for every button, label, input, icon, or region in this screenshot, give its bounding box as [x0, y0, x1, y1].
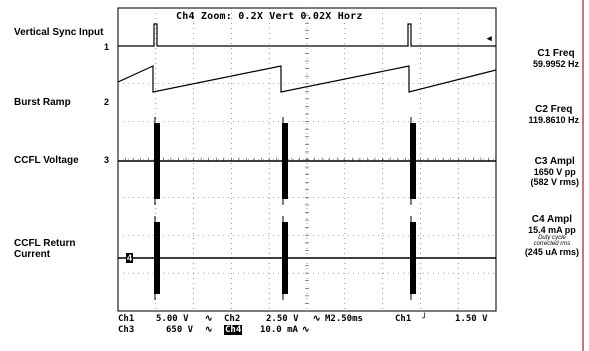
label-vertical-sync: Vertical Sync Input: [14, 27, 104, 38]
coupling-icon-1: ∿: [205, 314, 213, 324]
status-ch4-scale: 10.0 mA: [260, 325, 298, 335]
meas-c4-title: C4 Ampl: [531, 214, 572, 225]
meas-c3: C3 Ampl 1650 V pp (582 V rms): [530, 156, 579, 187]
meas-c4-note: Duty cycle corrected rms: [533, 235, 571, 247]
status-ch1-scale: 5.00 V: [156, 314, 189, 324]
waveform-traces: ◂: [117, 23, 497, 300]
graticule-grid: [117, 7, 496, 312]
coupling-icon-4: ∿: [302, 325, 310, 335]
meas-c3-value: 1650 V pp: [533, 167, 576, 177]
coupling-icon-3: ∿: [205, 325, 213, 335]
ch4-marker: 4: [126, 253, 134, 263]
status-ch3-scale: 650 V: [166, 325, 194, 335]
zoom-title: Ch4 Zoom: 0.2X Vert 0.02X Horz: [176, 11, 363, 22]
trace-ch4-current-burst: [282, 222, 288, 294]
trace-ch2-ramp: [117, 65, 497, 93]
trace-ch3-voltage-burst: [410, 123, 416, 199]
trace-ch3-voltage-burst: [154, 123, 160, 199]
coupling-icon-2: ∿: [313, 314, 321, 324]
meas-c1-title: C1 Freq: [537, 48, 575, 59]
status-trigger-level: 1.50 V: [455, 314, 488, 324]
ch2-marker: 2: [104, 97, 110, 107]
trace-ch3-voltage-burst: [282, 123, 288, 199]
label-ccfl-return: CCFL Return Current: [14, 238, 76, 260]
meas-c3-rms: (582 V rms): [530, 177, 579, 187]
status-ch3: Ch3: [118, 325, 135, 335]
meas-c4: C4 Ampl 15.4 mA pp Duty cycle corrected …: [525, 214, 579, 257]
status-ch1: Ch1: [118, 314, 135, 324]
label-ccfl-voltage: CCFL Voltage: [14, 155, 79, 166]
trigger-marker-icon: ◂: [486, 33, 492, 43]
trace-ch1-vsync: [118, 23, 496, 47]
meas-c2-title: C2 Freq: [535, 104, 573, 115]
meas-c1-value: 59.9952 Hz: [532, 59, 579, 69]
status-ch2: Ch2: [224, 314, 241, 324]
trace-ch4-current-burst: [410, 222, 416, 294]
meas-c4-value: 15.4 mA pp: [528, 225, 576, 235]
meas-c4-rms: (245 uA rms): [524, 247, 579, 257]
meas-c2-value: 119.8610 Hz: [528, 115, 579, 125]
meas-c1: C1 Freq 59.9952 Hz: [533, 48, 579, 69]
label-burst-ramp: Burst Ramp: [14, 97, 71, 108]
meas-c3-title: C3 Ampl: [534, 156, 575, 167]
status-ch4: Ch4: [224, 325, 243, 335]
trace-ch4-current-burst: [154, 222, 160, 294]
meas-c2: C2 Freq 119.8610 Hz: [528, 104, 579, 125]
status-ch2-scale: 2.50 V: [266, 314, 299, 324]
right-border: [582, 0, 584, 351]
status-timebase: M2.50ms: [325, 314, 363, 324]
ch3-marker: 3: [104, 155, 110, 165]
status-trigger-source: Ch1: [395, 314, 412, 324]
ch1-marker: 1: [104, 42, 110, 52]
trigger-slope-icon: ╯: [422, 314, 428, 324]
